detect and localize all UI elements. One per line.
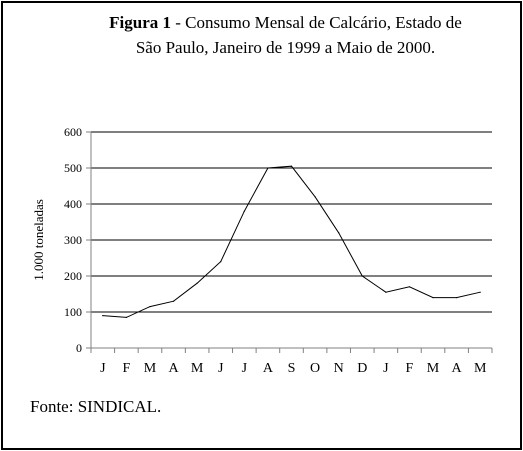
x-tick-label: J xyxy=(242,361,248,376)
y-tick-label: 400 xyxy=(64,197,82,211)
data-point xyxy=(267,167,269,169)
series-line xyxy=(102,165,481,318)
x-tick-label: M xyxy=(474,361,487,376)
series-layer xyxy=(102,165,481,318)
y-tick-label: 0 xyxy=(76,341,82,355)
data-point xyxy=(338,232,340,234)
x-tick-label: J xyxy=(218,361,224,376)
title-text-line-2: São Paulo, Janeiro de 1999 a Maio de 200… xyxy=(135,38,436,57)
y-tick-label: 600 xyxy=(64,125,82,139)
title-separator: - xyxy=(171,13,186,32)
data-point xyxy=(102,315,104,317)
grid-layer xyxy=(91,131,492,313)
x-tick-label: F xyxy=(122,361,130,376)
data-point xyxy=(361,275,363,277)
data-point xyxy=(172,300,175,302)
data-point xyxy=(149,306,151,308)
figure-title: Figura 1 - Consumo Mensal de Calcário, E… xyxy=(0,10,523,60)
data-point xyxy=(290,165,293,167)
y-axis-label: 1.000 toneladas xyxy=(31,199,46,281)
data-point xyxy=(125,316,127,318)
x-tick-label: J xyxy=(100,361,106,376)
x-tick-label: N xyxy=(334,361,344,376)
data-point xyxy=(479,291,481,293)
data-point xyxy=(220,261,222,263)
data-point xyxy=(456,297,458,299)
data-point xyxy=(243,210,245,212)
x-tick-label: A xyxy=(263,361,274,376)
data-point xyxy=(385,291,387,293)
x-tick-label: M xyxy=(191,361,204,376)
y-tick-label: 100 xyxy=(64,305,82,319)
y-tick-label: 300 xyxy=(64,233,82,247)
x-tick-label: D xyxy=(357,361,367,376)
data-point xyxy=(196,282,198,284)
data-point xyxy=(432,297,434,299)
x-tick-label: M xyxy=(427,361,440,376)
x-tick-label: A xyxy=(168,361,179,376)
x-tick-label: S xyxy=(288,361,296,376)
source-note: Fonte: SINDICAL. xyxy=(30,397,162,416)
x-tick-label: O xyxy=(310,361,320,376)
figure-label: Figura 1 xyxy=(109,13,171,32)
x-tick-label: M xyxy=(144,361,157,376)
data-point xyxy=(408,286,411,288)
y-tick-label: 500 xyxy=(64,161,82,175)
y-tick-label: 200 xyxy=(64,269,82,283)
title-text-line-1: Consumo Mensal de Calcário, Estado de xyxy=(185,13,462,32)
title-line-1: Figura 1 - Consumo Mensal de Calcário, E… xyxy=(0,10,523,35)
x-tick-label: J xyxy=(383,361,389,376)
x-tick-label: F xyxy=(406,361,414,376)
data-point xyxy=(314,196,316,198)
x-tick-label: A xyxy=(452,361,463,376)
